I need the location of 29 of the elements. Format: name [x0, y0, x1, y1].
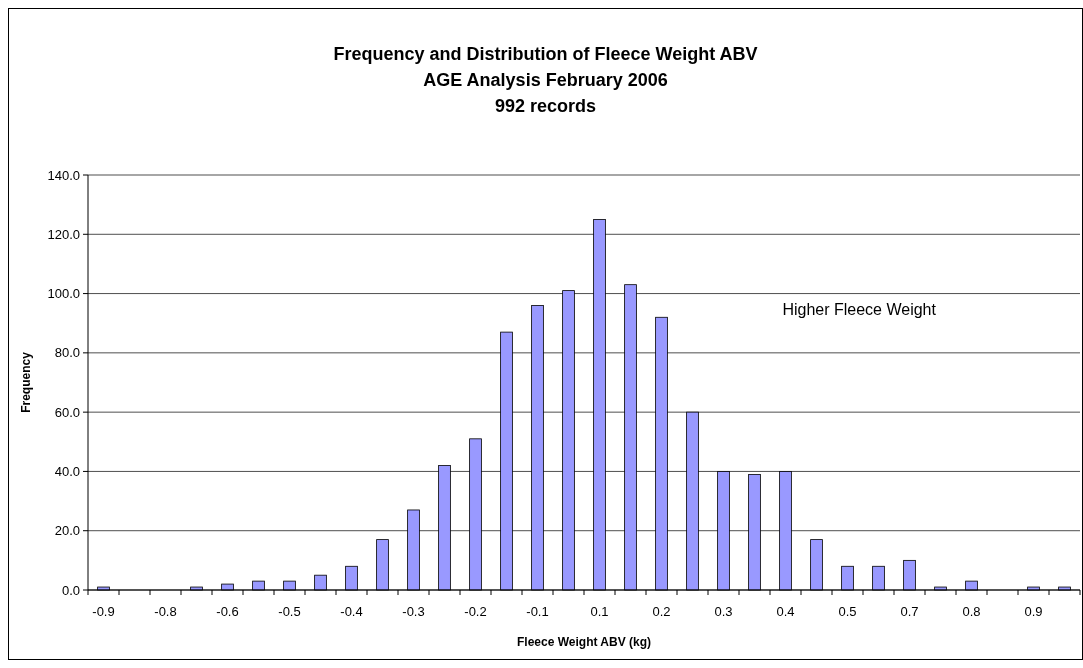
chart-title: Frequency and Distribution of Fleece Weight ABV — [333, 44, 758, 64]
x-tick-label: -0.5 — [278, 604, 301, 619]
x-tick-label: 0.9 — [1024, 604, 1043, 619]
x-tick-label: 0.8 — [962, 604, 981, 619]
x-tick-label: -0.4 — [340, 604, 363, 619]
x-tick-label: -0.1 — [526, 604, 549, 619]
y-tick-label: 120.0 — [47, 226, 80, 242]
x-tick-label: 0.2 — [652, 604, 671, 619]
x-tick-label: 0.3 — [714, 604, 733, 619]
annotation: Higher Fleece Weight — [782, 301, 937, 318]
x-tick-label: -0.9 — [92, 604, 115, 619]
y-tick-label: 0.0 — [61, 582, 80, 598]
x-tick-label: 0.5 — [838, 604, 857, 619]
chart-subtitle: AGE Analysis February 2006 992 records — [423, 70, 668, 116]
x-tick-label: -0.6 — [216, 604, 239, 619]
y-axis-title: Frequency — [19, 351, 33, 413]
x-tick-label: 0.1 — [590, 604, 609, 619]
x-tick-label: 0.7 — [900, 604, 919, 619]
y-tick-label: 140.0 — [47, 167, 80, 183]
x-tick-label: -0.8 — [154, 604, 177, 619]
y-tick-label: 60.0 — [54, 404, 80, 420]
x-tick-label: -0.2 — [464, 604, 487, 619]
y-tick-label: 100.0 — [47, 286, 80, 302]
x-tick-label: 0.4 — [776, 604, 795, 619]
x-axis-title: Fleece Weight ABV (kg) — [516, 635, 652, 649]
y-tick-label: 20.0 — [54, 523, 80, 539]
y-tick-label: 40.0 — [54, 463, 80, 479]
y-tick-label: 80.0 — [54, 345, 80, 361]
x-tick-label: -0.3 — [402, 604, 425, 619]
